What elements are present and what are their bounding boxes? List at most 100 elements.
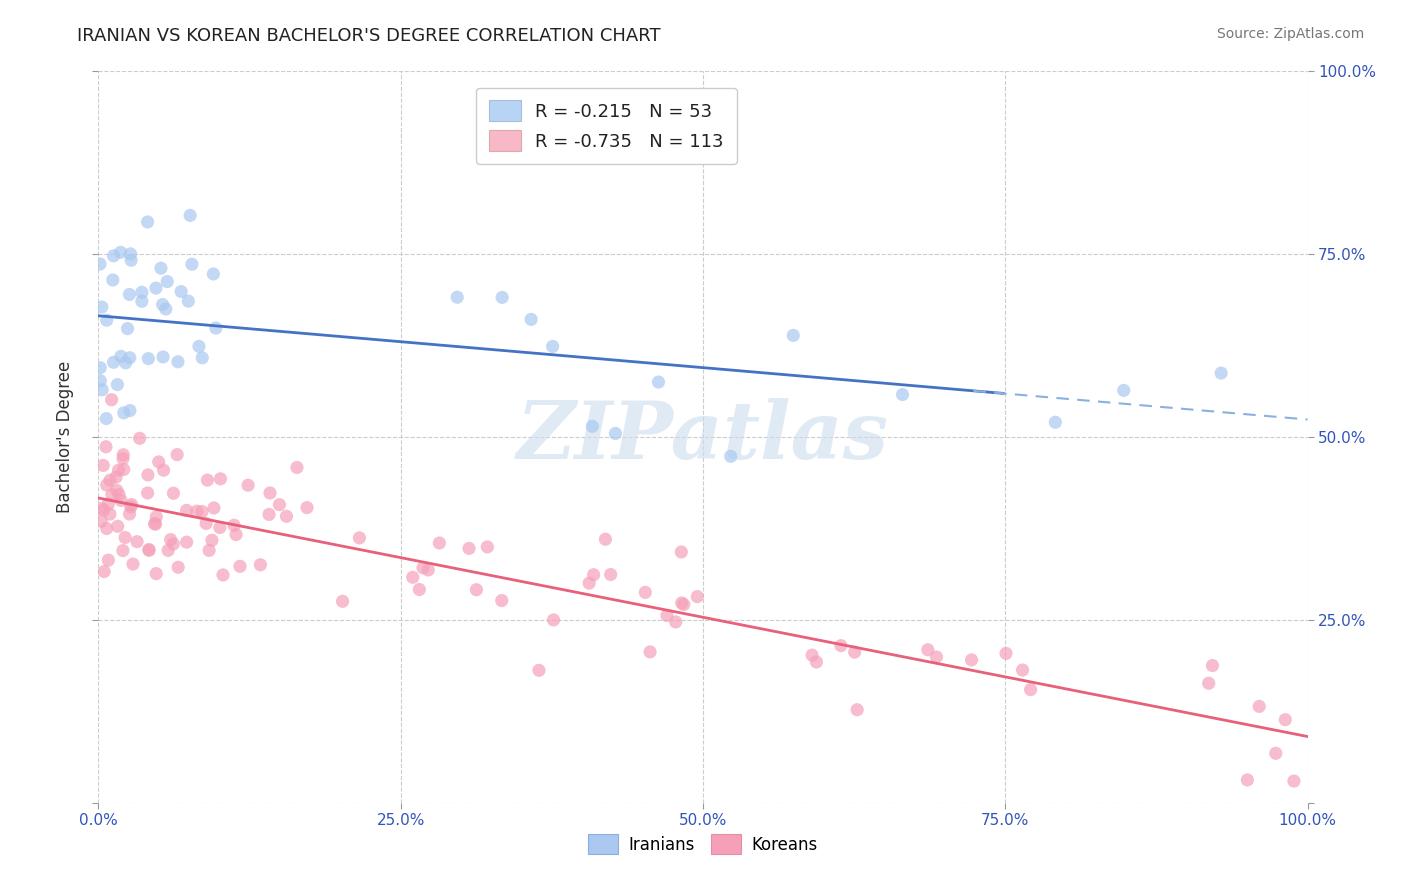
Point: [202, 500, 225, 515]
Point: [671, 545, 693, 559]
Point: [110, 245, 132, 260]
Point: [1274, 713, 1296, 727]
Point: [672, 598, 695, 612]
Point: [97, 553, 120, 567]
Point: [118, 287, 141, 301]
Point: [1211, 366, 1233, 380]
Point: [212, 568, 235, 582]
Point: [136, 467, 159, 482]
Point: [120, 253, 142, 268]
Point: [117, 321, 139, 335]
Point: [1198, 676, 1220, 690]
Point: [198, 543, 221, 558]
Point: [925, 650, 948, 665]
Point: [285, 460, 308, 475]
Point: [143, 516, 166, 531]
Point: [427, 536, 450, 550]
Point: [686, 590, 709, 604]
Point: [91, 383, 114, 397]
Point: [90, 501, 112, 516]
Point: [152, 297, 174, 311]
Point: [595, 533, 617, 547]
Point: [112, 406, 135, 420]
Point: [225, 527, 247, 541]
Point: [110, 493, 132, 508]
Point: [112, 462, 135, 476]
Point: [112, 448, 135, 462]
Point: [93, 565, 115, 579]
Point: [491, 593, 513, 607]
Point: [155, 301, 177, 316]
Point: [634, 585, 657, 599]
Point: [159, 533, 181, 547]
Point: [599, 567, 621, 582]
Point: [671, 596, 693, 610]
Point: [162, 537, 184, 551]
Point: [176, 535, 198, 549]
Point: [162, 486, 184, 500]
Point: [491, 290, 513, 304]
Point: [90, 514, 112, 528]
Point: [581, 419, 603, 434]
Point: [458, 541, 481, 556]
Point: [105, 483, 128, 498]
Point: [110, 350, 132, 364]
Point: [412, 561, 434, 575]
Point: [402, 570, 425, 584]
Point: [89, 360, 111, 375]
Point: [222, 518, 245, 533]
Point: [543, 613, 565, 627]
Point: [655, 608, 678, 623]
Point: [108, 487, 131, 501]
Legend: Iranians, Koreans: Iranians, Koreans: [582, 828, 824, 860]
Point: [257, 508, 280, 522]
Point: [1011, 663, 1033, 677]
Point: [1045, 415, 1067, 429]
Point: [332, 594, 354, 608]
Point: [152, 463, 174, 477]
Point: [846, 703, 869, 717]
Y-axis label: Bachelor's Degree: Bachelor's Degree: [56, 361, 75, 513]
Point: [295, 500, 318, 515]
Point: [96, 521, 118, 535]
Point: [89, 257, 111, 271]
Point: [136, 215, 159, 229]
Point: [136, 486, 159, 500]
Point: [520, 312, 543, 326]
Point: [121, 498, 143, 512]
Point: [188, 339, 211, 353]
Point: [120, 247, 142, 261]
Point: [118, 351, 141, 365]
Point: [465, 582, 488, 597]
Point: [541, 339, 564, 353]
Point: [446, 290, 468, 304]
Point: [91, 458, 114, 473]
Point: [1264, 746, 1286, 760]
Point: [1112, 384, 1135, 398]
Point: [138, 543, 160, 558]
Point: [145, 281, 167, 295]
Point: [90, 300, 112, 314]
Point: [128, 431, 150, 445]
Point: [120, 500, 142, 514]
Point: [131, 294, 153, 309]
Point: [145, 517, 167, 532]
Point: [236, 478, 259, 492]
Point: [96, 411, 118, 425]
Point: [105, 470, 128, 484]
Point: [127, 534, 149, 549]
Point: [638, 645, 661, 659]
Point: [844, 645, 866, 659]
Point: [191, 351, 214, 365]
Point: [418, 563, 440, 577]
Point: [101, 273, 124, 287]
Point: [100, 392, 122, 407]
Point: [111, 543, 134, 558]
Point: [960, 653, 983, 667]
Point: [527, 663, 550, 677]
Point: [197, 473, 219, 487]
Point: [180, 257, 202, 271]
Text: ZIPatlas: ZIPatlas: [517, 399, 889, 475]
Point: [582, 567, 605, 582]
Point: [93, 503, 115, 517]
